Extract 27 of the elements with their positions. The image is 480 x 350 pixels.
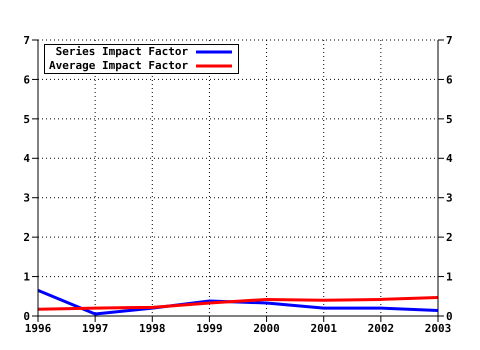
x-tick-label: 1998: [139, 322, 166, 335]
y2-tick-label: 5: [446, 112, 453, 126]
y-tick-label: 1: [23, 270, 30, 284]
x-tick-label: 2002: [368, 322, 394, 335]
x-tick-label: 1997: [82, 322, 108, 335]
y2-tick-label: 0: [446, 310, 453, 323]
y-tick-label: 5: [23, 112, 30, 126]
y2-tick-label: 7: [446, 34, 453, 47]
y2-tick-label: 4: [446, 152, 453, 166]
x-tick-label: 1999: [196, 322, 223, 335]
x-tick-label: 1996: [24, 322, 52, 335]
y-tick-label: 2: [23, 231, 30, 244]
y2-tick-label: 6: [446, 73, 453, 86]
legend-label: Average Impact Factor: [49, 59, 188, 73]
y-tick-label: 3: [23, 192, 30, 205]
y2-tick-label: 1: [446, 270, 453, 284]
y-tick-label: 4: [23, 152, 30, 166]
x-tick-label: 2001: [310, 322, 338, 335]
x-tick-label: 2003: [424, 322, 452, 335]
y-tick-label: 7: [23, 34, 30, 47]
legend-label: Series Impact Factor: [56, 45, 188, 59]
y2-tick-label: 2: [446, 231, 453, 244]
x-tick-label: 2000: [253, 322, 280, 335]
y2-tick-label: 3: [446, 192, 453, 205]
y-tick-label: 0: [23, 310, 30, 323]
y-tick-label: 6: [23, 73, 30, 86]
line-series: [38, 296, 438, 311]
